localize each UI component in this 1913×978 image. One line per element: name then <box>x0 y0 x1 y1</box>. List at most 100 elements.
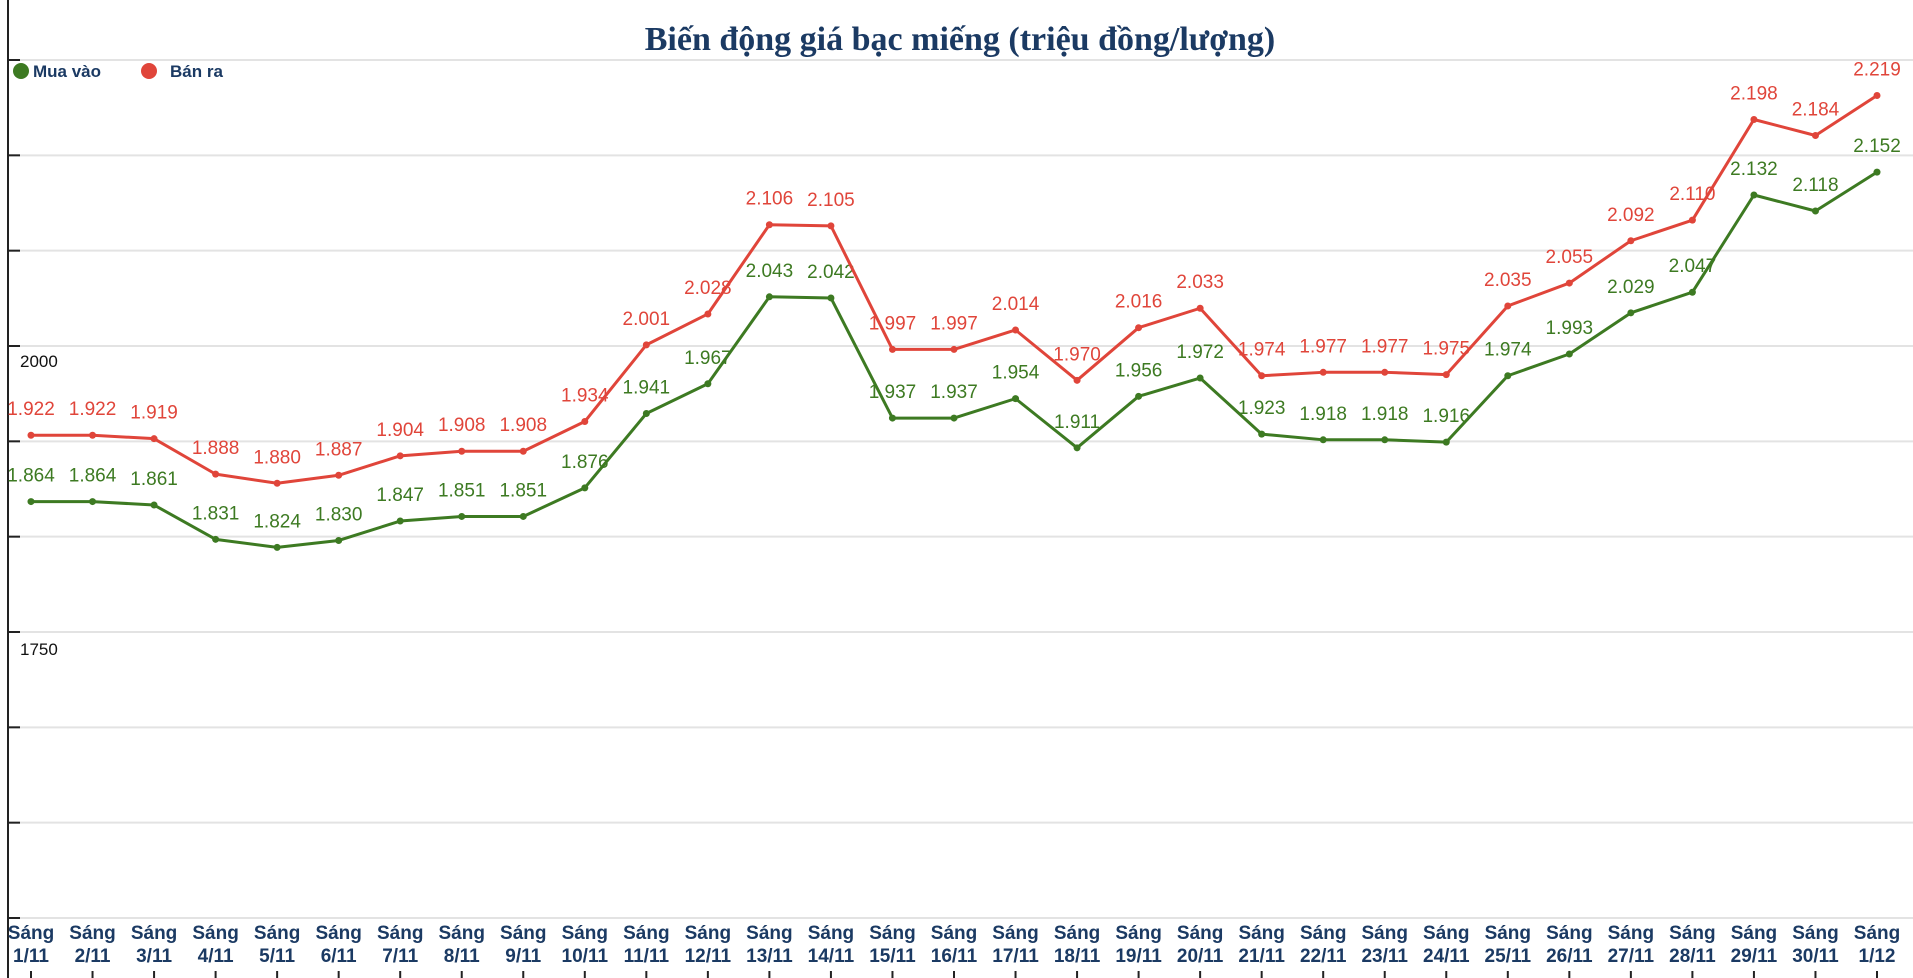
x-tick-label: Sáng 24/11 <box>1423 923 1470 967</box>
x-tick-label: Sáng 17/11 <box>992 923 1039 967</box>
data-label: 1.888 <box>192 438 240 459</box>
gridlines <box>8 59 1913 919</box>
data-label: 1.922 <box>69 399 117 420</box>
x-tick-label: Sáng 30/11 <box>1792 923 1839 967</box>
data-label: 1.923 <box>1238 398 1286 419</box>
series-mua-vao: 1.864 1.864 1.861 1.831 1.824 1.830 1.847 1.851… <box>7 136 1901 551</box>
data-point <box>1196 374 1204 382</box>
data-label: 1.937 <box>930 382 978 403</box>
data-point <box>642 341 650 349</box>
data-point <box>1565 350 1573 358</box>
data-label: 1.916 <box>1422 406 1470 427</box>
data-label: 2.001 <box>623 309 671 330</box>
legend-label-ban-ra: Bán ra <box>170 62 223 81</box>
data-label: 1.864 <box>7 466 55 487</box>
data-label: 2.198 <box>1730 83 1778 104</box>
x-tick-label: Sáng 5/11 <box>254 923 300 967</box>
x-tick-label: Sáng 28/11 <box>1669 923 1716 967</box>
series-ban-ra: 1.922 1.922 1.919 1.888 1.880 1.887 1.904 1.908… <box>7 59 1901 487</box>
data-label: 2.110 <box>1669 184 1715 205</box>
data-label: 1.956 <box>1115 360 1163 381</box>
legend-marker-mua-vao <box>13 63 29 79</box>
chart-title: Biến động giá bạc miếng (triệu đồng/lượn… <box>645 21 1276 58</box>
data-point <box>704 380 712 388</box>
data-point <box>212 470 220 478</box>
data-point <box>1627 309 1635 317</box>
data-point <box>950 345 958 353</box>
data-label: 2.106 <box>746 189 794 210</box>
x-tick-label: Sáng 13/11 <box>746 923 793 967</box>
data-label: 1.904 <box>376 420 424 441</box>
data-label: 1.830 <box>315 504 363 525</box>
data-point <box>1381 368 1389 376</box>
data-label: 1.941 <box>623 377 671 398</box>
data-label: 1.851 <box>499 480 547 501</box>
data-label: 1.864 <box>69 466 117 487</box>
x-tick-label: Sáng 4/11 <box>192 923 238 967</box>
data-point <box>888 345 896 353</box>
x-axis-labels: Sáng 1/11 Sáng 2/11 Sáng 3/11 Sáng 4/11 Sáng 5/11… <box>8 923 1900 978</box>
data-label: 1.972 <box>1176 342 1224 363</box>
x-tick-label: Sáng 22/11 <box>1300 923 1347 967</box>
y-tick-1750: 1750 <box>20 640 58 659</box>
data-label: 1.880 <box>253 447 301 468</box>
x-tick-label: Sáng 26/11 <box>1546 923 1593 967</box>
data-point <box>89 431 97 439</box>
data-label: 1.861 <box>130 469 178 490</box>
x-tick-label: Sáng 19/11 <box>1115 923 1162 967</box>
series-line <box>31 170 1878 549</box>
data-point <box>827 222 835 230</box>
data-label: 1.970 <box>1053 344 1101 365</box>
data-point <box>1442 371 1450 379</box>
data-point <box>1258 430 1266 438</box>
x-tick-label: Sáng 21/11 <box>1238 923 1285 967</box>
series-line <box>31 94 1878 485</box>
data-label: 1.922 <box>7 399 55 420</box>
data-point <box>950 414 958 422</box>
data-point <box>1750 191 1758 199</box>
x-tick-label: Sáng 3/11 <box>131 923 177 967</box>
data-label: 1.954 <box>992 363 1040 384</box>
x-tick-label: Sáng 9/11 <box>500 923 546 967</box>
data-point <box>396 452 404 460</box>
data-label: 2.043 <box>746 261 794 282</box>
data-label: 2.055 <box>1546 247 1594 268</box>
data-label: 1.887 <box>315 439 363 460</box>
data-point <box>1319 436 1327 444</box>
data-point <box>1873 91 1881 99</box>
data-point <box>704 310 712 318</box>
data-point <box>1196 304 1204 312</box>
data-point <box>581 484 589 492</box>
data-label: 1.974 <box>1238 340 1286 361</box>
data-point <box>765 293 773 301</box>
data-point <box>89 498 97 506</box>
legend: Mua vào Bán ra <box>13 62 223 81</box>
data-point <box>1504 372 1512 380</box>
data-point <box>1565 279 1573 287</box>
data-point <box>273 479 281 487</box>
data-point <box>1135 324 1143 332</box>
data-label: 1.967 <box>684 348 732 369</box>
data-label: 2.033 <box>1176 272 1224 293</box>
data-point <box>458 447 466 455</box>
data-point <box>150 435 158 443</box>
data-point <box>827 294 835 302</box>
data-point <box>27 498 35 506</box>
data-point <box>1073 376 1081 384</box>
data-label: 1.977 <box>1361 336 1409 357</box>
data-label: 1.908 <box>438 415 486 436</box>
data-label: 1.974 <box>1484 340 1532 361</box>
data-point <box>1811 207 1819 215</box>
data-label: 1.918 <box>1299 404 1347 425</box>
data-label: 1.997 <box>869 313 917 334</box>
data-label: 2.152 <box>1853 136 1901 157</box>
data-point <box>519 447 527 455</box>
x-tick-label: Sáng 27/11 <box>1608 923 1655 967</box>
data-point <box>27 431 35 439</box>
x-tick-label: Sáng 20/11 <box>1177 923 1224 967</box>
x-tick-label: Sáng 10/11 <box>562 923 609 967</box>
data-point <box>1073 444 1081 452</box>
data-point <box>1811 132 1819 140</box>
data-point <box>150 501 158 509</box>
